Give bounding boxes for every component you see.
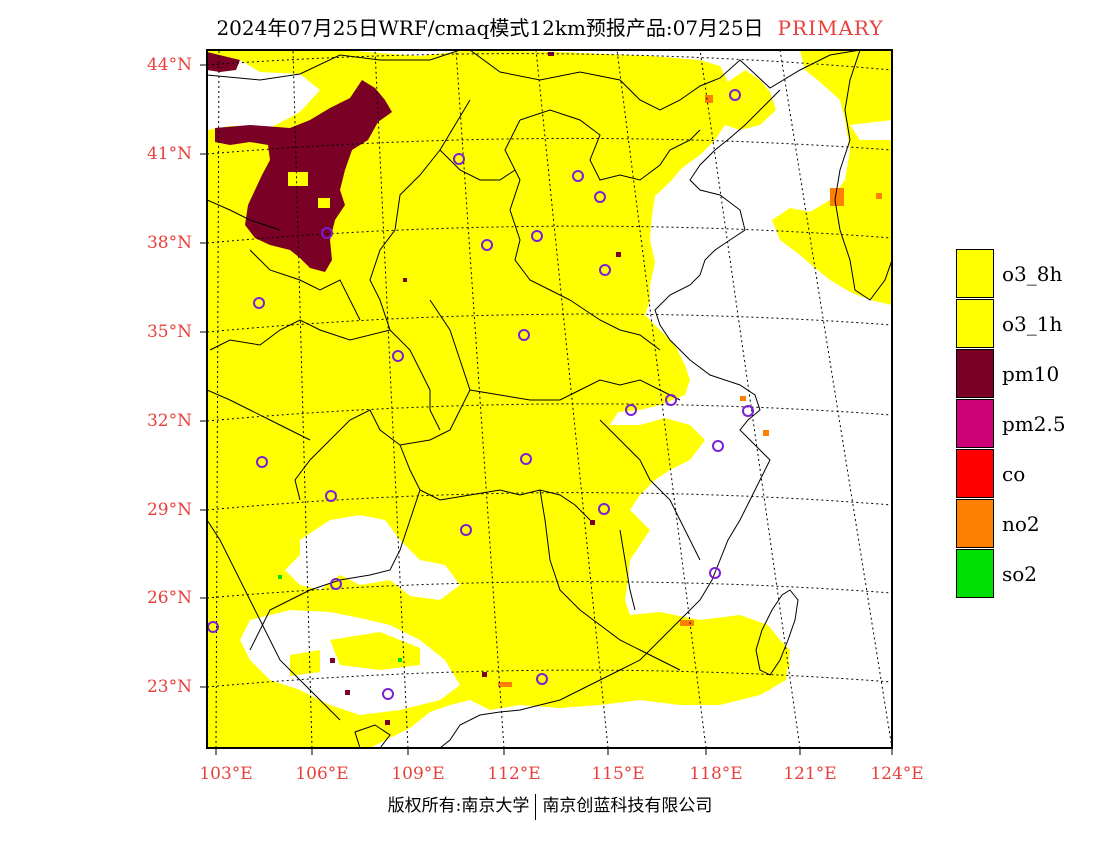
copyright-footer: 版权所有:南京大学 南京创蓝科技有限公司 [0,791,1100,820]
legend-label: co [1002,462,1026,486]
lon-label-106e: 106°E [295,764,349,784]
legend-swatch [956,299,994,348]
lon-label-121e: 121°E [783,764,837,784]
no2-spot [830,188,844,206]
legend-label: so2 [1002,562,1038,586]
legend-label: pm10 [1002,362,1060,386]
legend-label: no2 [1002,512,1040,536]
so2-spot [278,575,282,579]
map-body [207,50,892,748]
copyright-left: 版权所有:南京大学 [387,796,530,816]
lat-label-29n: 29°N [146,500,192,520]
legend-label: pm2.5 [1002,412,1066,436]
lat-label-23n: 23°N [146,677,192,697]
lat-label-32n: 32°N [146,411,192,431]
legend-label: o3_8h [1002,262,1063,286]
o3-region-east [772,50,892,305]
lon-label-109e: 109°E [391,764,445,784]
lon-label-118e: 118°E [689,764,743,784]
lat-label-35n: 35°N [146,322,192,342]
boundaries [207,50,861,721]
lon-label-115e: 115°E [591,764,645,784]
legend-swatch [956,549,994,598]
forecast-tag: PRIMARY [777,16,884,40]
taiwan-outline [755,589,799,676]
lon-label-112e: 112°E [487,764,541,784]
map-frame [206,49,893,749]
title-text: 2024年07月25日WRF/cmaq模式12km预报产品:07月25日 [216,16,764,40]
legend-swatch [956,499,994,548]
legend-swatch [956,249,994,298]
lat-label-41n: 41°N [146,144,192,164]
lon-label-103e: 103°E [199,764,253,784]
lat-label-38n: 38°N [146,233,192,253]
lon-label-124e: 124°E [870,764,924,784]
footer-divider [535,793,537,820]
lat-label-44n: 44°N [146,55,192,75]
station-markers [207,89,754,700]
legend-swatch [956,399,994,448]
copyright-right: 南京创蓝科技有限公司 [542,796,713,816]
legend-swatch [956,349,994,398]
legend-swatch [956,449,994,498]
lat-label-26n: 26°N [146,588,192,608]
clean-area-sw [285,515,460,600]
legend-label: o3_1h [1002,312,1063,336]
coastline [439,89,781,748]
map-title: 2024年07月25日WRF/cmaq模式12km预报产品:07月25日 PRIM… [0,12,1100,41]
